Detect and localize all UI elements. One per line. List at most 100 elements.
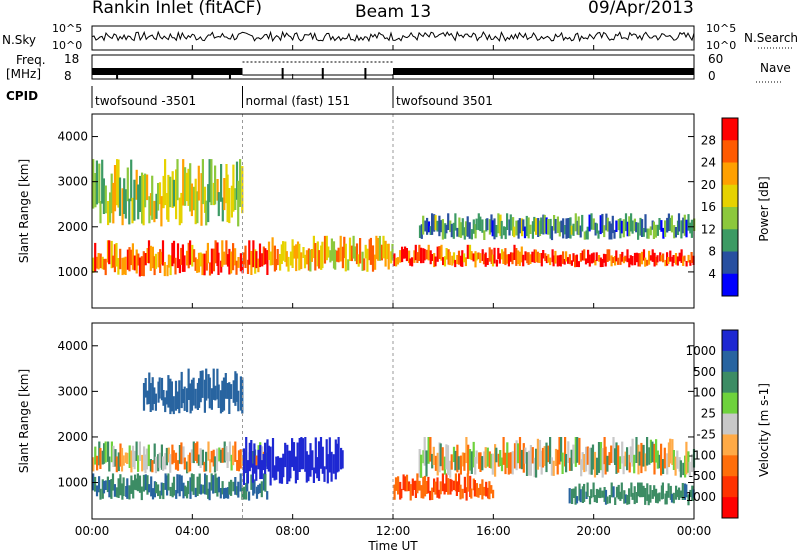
power-cell — [481, 219, 484, 233]
velocity-cell — [525, 452, 529, 476]
velocity-cell — [678, 487, 681, 500]
velocity-cell — [484, 447, 487, 469]
velocity-cell — [459, 455, 462, 475]
velocity-cell — [219, 390, 223, 414]
power-cell — [106, 240, 110, 263]
power-cell — [438, 246, 441, 259]
velocity-cell — [166, 475, 169, 496]
y-tick-label: 1000 — [57, 265, 88, 279]
power-cell — [228, 188, 231, 224]
velocity-cell — [178, 380, 181, 414]
velocity-cell — [635, 492, 638, 503]
power-cell — [524, 251, 527, 261]
power-cell — [445, 224, 448, 234]
power-cell — [137, 253, 140, 266]
velocity-cell — [561, 452, 564, 474]
velocity-cell — [261, 446, 264, 464]
power-cell — [184, 167, 187, 206]
power-cell — [135, 169, 138, 200]
velocity-cell — [210, 450, 213, 463]
power-cell — [142, 174, 145, 226]
nsky-bottom-tick: 10^0 — [52, 39, 82, 52]
power-cell — [137, 184, 140, 220]
time-tick-label: 04:00 — [175, 524, 210, 538]
velocity-cell — [174, 380, 178, 411]
velocity-cell — [223, 488, 226, 499]
velocity-cell — [687, 451, 690, 473]
power-cell — [642, 228, 645, 237]
power-cell — [289, 251, 293, 266]
velocity-cell — [197, 454, 200, 466]
power-cell — [531, 221, 534, 239]
velocity-cell — [175, 490, 178, 499]
velocity-cell — [217, 476, 220, 493]
velocity-cell — [662, 459, 665, 474]
power-cell — [172, 179, 175, 207]
cpid-segment-2: twofsound 3501 — [396, 94, 493, 108]
velocity-cell — [506, 442, 509, 468]
power-cell — [538, 220, 542, 236]
velocity-cell — [250, 440, 253, 468]
power-cell — [312, 235, 315, 259]
velocity-cell — [507, 452, 510, 475]
velocity-cell — [223, 441, 226, 463]
velocity-cell — [629, 446, 632, 463]
power-cell — [624, 255, 627, 262]
power-cell — [216, 179, 219, 201]
power-cell — [622, 219, 625, 238]
velocity-cell — [212, 475, 215, 494]
power-cell — [448, 251, 451, 266]
power-cell — [193, 249, 196, 263]
power-cell — [574, 213, 577, 232]
y-tick-label: 1000 — [57, 476, 88, 490]
power-cell — [420, 224, 423, 239]
velocity-cell — [687, 494, 690, 506]
power-cell — [282, 241, 285, 261]
time-tick-label: 20:00 — [576, 524, 611, 538]
velocity-cell — [205, 475, 208, 495]
power-cell — [217, 192, 220, 217]
power-cell — [570, 225, 573, 235]
velocity-cell — [198, 473, 201, 494]
velocity-cell — [117, 478, 120, 498]
power-cell — [261, 253, 264, 267]
velocity-cell — [585, 446, 588, 472]
velocity-cell — [99, 448, 102, 469]
power-cell — [434, 215, 437, 231]
velocity-cell — [606, 455, 609, 472]
power-cell — [579, 253, 582, 262]
velocity-cell — [122, 477, 125, 497]
power-cell — [553, 215, 556, 231]
power-cell — [295, 244, 298, 272]
power-cell — [482, 254, 486, 265]
power-cell — [631, 220, 634, 234]
velocity-cell — [172, 450, 175, 463]
power-cell — [499, 214, 502, 236]
velocity-cell — [461, 488, 464, 499]
power-cell — [567, 257, 570, 264]
velocity-cell — [684, 455, 687, 478]
power-cell — [424, 220, 427, 232]
power-cell — [592, 252, 595, 263]
velocity-colorbar-swatch — [722, 476, 738, 498]
power-cell — [445, 248, 448, 260]
velocity-cell — [463, 476, 466, 493]
velocity-cell — [679, 460, 682, 478]
velocity-cell — [655, 488, 658, 503]
power-cell — [341, 246, 344, 269]
velocity-cell — [151, 460, 154, 473]
power-cell — [157, 183, 160, 211]
velocity-cell — [159, 490, 162, 499]
power-cell — [590, 253, 594, 264]
power-cell — [522, 219, 525, 232]
power-cell — [140, 256, 143, 276]
velocity-colorbar-tick: 25 — [701, 407, 716, 421]
power-colorbar-tick: 24 — [701, 156, 716, 170]
power-cell — [118, 177, 122, 216]
velocity-cell — [110, 441, 113, 463]
velocity-cell — [626, 447, 629, 471]
power-cell — [583, 249, 586, 261]
power-cell — [208, 262, 212, 276]
power-cell — [628, 258, 631, 268]
velocity-cell — [596, 457, 599, 475]
